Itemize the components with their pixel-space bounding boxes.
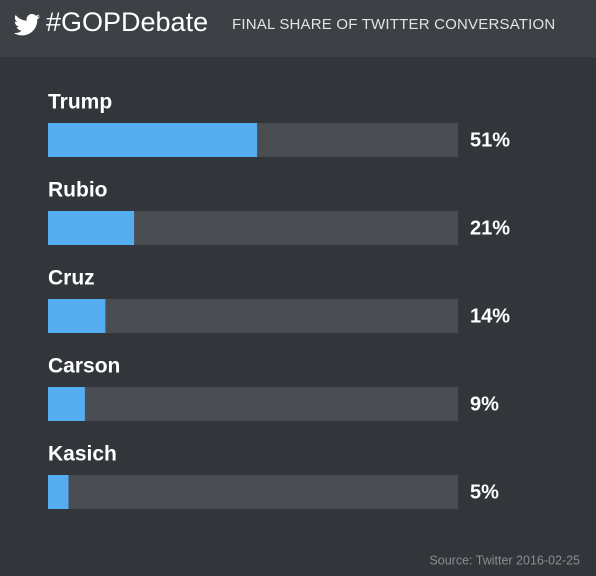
bar: [48, 299, 106, 333]
category-label: Carson: [48, 355, 120, 378]
header-bar: [0, 0, 596, 57]
value-label: 21%: [470, 217, 510, 239]
category-label: Cruz: [48, 267, 95, 290]
value-label: 14%: [470, 305, 510, 327]
bar: [48, 211, 135, 245]
value-label: 5%: [470, 481, 499, 503]
bar-track: [48, 475, 458, 509]
category-label: Rubio: [48, 179, 107, 202]
twitter-logo: [13, 14, 40, 36]
category-label: Kasich: [48, 443, 117, 466]
bar: [48, 123, 258, 157]
chart-subtitle: FINAL SHARE OF TWITTER CONVERSATION: [232, 16, 555, 33]
bar-track: [48, 387, 458, 421]
source-note: Source: Twitter 2016-02-25: [429, 553, 580, 567]
chart-title: #GOPDebate: [46, 7, 208, 37]
category-label: Trump: [48, 91, 112, 114]
bar-track: [48, 299, 458, 333]
value-label: 9%: [470, 393, 499, 415]
value-label: 51%: [470, 129, 510, 151]
bar: [48, 387, 85, 421]
bar: [48, 475, 69, 509]
